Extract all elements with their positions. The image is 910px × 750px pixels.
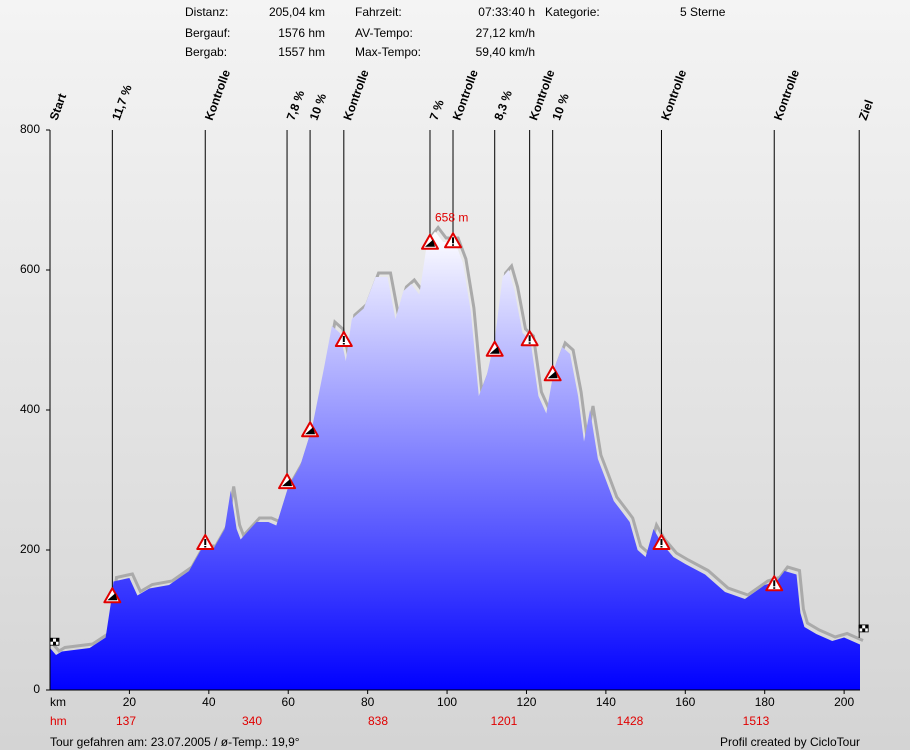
x-tick-label: 80 bbox=[361, 695, 375, 709]
marker-icon bbox=[444, 232, 463, 249]
icon-dot bbox=[452, 244, 455, 246]
climb-value: 1513 bbox=[743, 714, 770, 728]
x-tick-label: 120 bbox=[516, 695, 536, 709]
icon-bang bbox=[773, 580, 776, 587]
x-tick-label: 20 bbox=[123, 695, 137, 709]
peak-annotation: 658 m bbox=[435, 210, 468, 224]
x-tick-label: 100 bbox=[437, 695, 457, 709]
climb-value: 340 bbox=[242, 714, 262, 728]
icon-slope bbox=[107, 593, 118, 601]
profile-area bbox=[50, 231, 860, 690]
marker-icon bbox=[196, 534, 215, 550]
stat-value: 1557 hm bbox=[278, 45, 325, 59]
flag-check bbox=[56, 638, 59, 642]
x-tick-label: 180 bbox=[755, 695, 775, 709]
marker-icon bbox=[485, 340, 504, 357]
icon-slope bbox=[547, 371, 558, 379]
stat-value: 59,40 km/h bbox=[476, 45, 535, 59]
stat-label: Distanz: bbox=[185, 5, 228, 19]
stat-value: 5 Sterne bbox=[680, 5, 726, 19]
y-tick-label: 400 bbox=[20, 402, 40, 416]
flag-check bbox=[865, 624, 869, 629]
marker-icon bbox=[103, 587, 122, 604]
stat-label: Kategorie: bbox=[545, 5, 600, 19]
marker-icon bbox=[301, 421, 320, 438]
y-tick-label: 0 bbox=[33, 682, 40, 696]
footer-left: Tour gefahren am: 23.07.2005 / ø-Temp.: … bbox=[50, 735, 300, 749]
stat-label: AV-Tempo: bbox=[355, 26, 413, 40]
stat-label: Bergab: bbox=[185, 45, 227, 59]
marker-icon bbox=[278, 473, 297, 490]
icon-bang bbox=[452, 237, 455, 244]
icon-bang bbox=[660, 539, 663, 545]
icon-dot bbox=[204, 546, 207, 548]
marker-icon bbox=[49, 637, 60, 652]
marker-icon bbox=[543, 365, 562, 382]
marker-icon bbox=[652, 534, 671, 550]
flag-check bbox=[859, 624, 863, 629]
climb-label: hm bbox=[50, 714, 67, 728]
x-tick-label: 40 bbox=[202, 695, 216, 709]
x-tick-label: 60 bbox=[282, 695, 296, 709]
marker-icon bbox=[858, 624, 869, 638]
icon-slope bbox=[305, 427, 316, 435]
icon-bang bbox=[204, 539, 207, 545]
icon-slope bbox=[282, 479, 293, 487]
stat-label: Fahrzeit: bbox=[355, 5, 402, 19]
footer-right: Profil created by CicloTour bbox=[720, 735, 860, 749]
marker-label: Ziel bbox=[856, 98, 876, 122]
icon-dot bbox=[773, 587, 776, 589]
stat-value: 205,04 km bbox=[269, 5, 325, 19]
y-tick-label: 800 bbox=[20, 122, 40, 136]
y-tick-label: 200 bbox=[20, 542, 40, 556]
marker-icon bbox=[420, 233, 439, 250]
x-axis-label: km bbox=[50, 695, 66, 709]
stat-value: 27,12 km/h bbox=[476, 26, 535, 40]
marker-icon bbox=[520, 330, 539, 347]
marker-icon bbox=[765, 575, 784, 592]
stat-label: Bergauf: bbox=[185, 26, 230, 40]
icon-dot bbox=[342, 343, 345, 345]
icon-bang bbox=[342, 336, 345, 342]
icon-bang bbox=[528, 335, 531, 342]
x-tick-label: 140 bbox=[596, 695, 616, 709]
stat-label: Max-Tempo: bbox=[355, 45, 421, 59]
climb-value: 838 bbox=[368, 714, 388, 728]
stat-value: 07:33:40 h bbox=[478, 5, 535, 19]
climb-value: 1201 bbox=[491, 714, 518, 728]
climb-value: 1428 bbox=[617, 714, 644, 728]
flag-check bbox=[862, 628, 866, 632]
flag-check bbox=[50, 638, 53, 642]
icon-slope bbox=[424, 239, 435, 247]
x-tick-label: 160 bbox=[675, 695, 695, 709]
x-tick-label: 200 bbox=[834, 695, 854, 709]
icon-dot bbox=[528, 342, 531, 344]
marker-label: 7 % bbox=[427, 98, 447, 123]
marker-icon bbox=[334, 331, 353, 347]
y-tick-label: 600 bbox=[20, 262, 40, 276]
flag-check bbox=[53, 641, 56, 646]
icon-dot bbox=[660, 546, 663, 548]
stat-value: 1576 hm bbox=[278, 26, 325, 40]
icon-slope bbox=[489, 346, 500, 354]
climb-value: 137 bbox=[116, 714, 136, 728]
